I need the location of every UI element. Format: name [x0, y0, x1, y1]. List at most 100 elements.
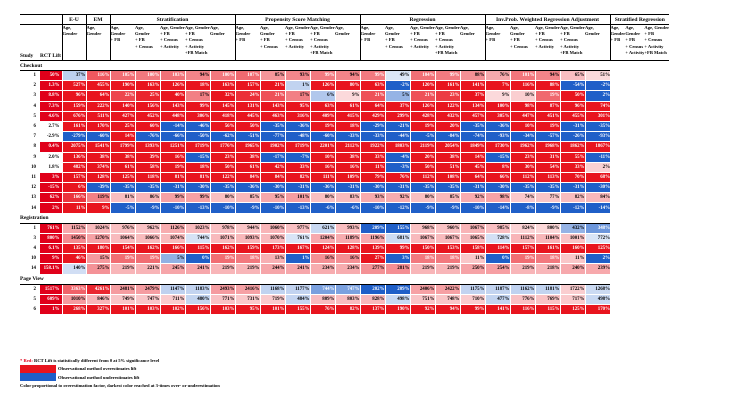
estimate-cell: 122%	[434, 101, 460, 112]
estimate-cell: 1803%	[384, 141, 410, 153]
column-header: Age, Gender + FB + Census + Activity +FB…	[185, 24, 210, 61]
column-header: Age, Gender + FB	[109, 24, 135, 61]
estimate-cell: 18%	[534, 253, 560, 265]
estimate-cell: 234%	[309, 263, 335, 275]
estimate-cell: 846%	[85, 294, 110, 305]
estimate-cell: 241%	[284, 263, 310, 275]
estimate-cell: 14%	[459, 152, 485, 163]
table-row: 12 -15% 6% -39% -35% -35% -31% -30% -35% -36% -30%…	[20, 182, 669, 194]
estimate-cell: 104%	[409, 70, 435, 82]
estimate-cell: 141%	[459, 80, 485, 92]
estimate-cell: 1541%	[85, 141, 110, 153]
estimate-cell: -30%	[259, 182, 285, 194]
estimate-cell: 457%	[459, 111, 485, 122]
significance-note: * Red: RCT Lift is statistically differe…	[20, 356, 220, 365]
estimate-cell: 167%	[284, 243, 310, 255]
rct-lift-cell: 2%	[40, 202, 62, 214]
estimate-cell: 51%	[434, 162, 460, 173]
estimate-cell: 80%	[409, 192, 435, 204]
estimate-cell: 19%	[134, 253, 160, 265]
estimate-cell: 1722%	[559, 284, 585, 295]
estimate-cell: 79%	[359, 172, 385, 184]
column-header: Age, Gender + FB + Census + Activity	[625, 24, 645, 61]
estimate-cell: -12%	[559, 202, 585, 214]
estimate-cell: 2493%	[209, 284, 235, 295]
column-header: Age, Gender	[61, 24, 86, 61]
estimate-cell: 118%	[134, 172, 160, 184]
study-id: 13	[20, 192, 40, 203]
study-id: 6	[20, 121, 40, 132]
estimate-cell: 113%	[534, 172, 560, 184]
rct-lift-cell: -2.9%	[40, 131, 62, 143]
estimate-cell: -36%	[484, 121, 510, 133]
estimate-cell: 1922%	[359, 141, 385, 153]
estimate-cell: 19%	[209, 253, 235, 265]
column-header: Age, Gender + FB + Census + Activity	[285, 24, 310, 61]
estimate-cell: 219%	[409, 263, 435, 275]
estimate-cell: 747%	[134, 294, 160, 305]
estimate-cell: 33%	[559, 162, 585, 173]
estimate-cell: 2422%	[434, 284, 460, 295]
estimate-cell: -76%	[134, 131, 160, 143]
estimate-cell: 96%	[559, 101, 585, 112]
column-header: Age, Gender + FB	[609, 24, 626, 61]
estimate-cell: 761%	[284, 233, 310, 245]
overestimate-swatch	[20, 364, 56, 373]
estimate-cell: 64%	[85, 90, 110, 102]
estimate-cell: -2%	[384, 80, 410, 92]
estimate-cell: 81%	[109, 192, 135, 204]
estimate-cell: 432%	[434, 111, 460, 122]
estimate-cell: 76%	[309, 304, 335, 316]
estimate-cell: 126%	[159, 80, 185, 92]
lift-estimates-table: E-U EM Stratification Propensity Score Matc…	[20, 14, 670, 316]
estimate-cell: 173%	[259, 243, 285, 255]
estimate-cell: 31%	[534, 152, 560, 163]
estimate-cell: -14%	[584, 202, 610, 214]
estimate-cell: -46%	[184, 121, 210, 133]
estimate-cell: 1730%	[484, 141, 510, 153]
estimate-cell: 49%	[384, 70, 410, 82]
estimate-cell: 39%	[134, 152, 160, 163]
estimate-cell: 18%	[184, 162, 210, 173]
estimate-cell: 112%	[509, 172, 535, 184]
estimate-cell: 219%	[209, 263, 235, 275]
estimate-cell: 1065%	[459, 233, 485, 245]
estimate-cell: -35%	[259, 121, 285, 133]
estimate-cell: 96%	[61, 90, 86, 102]
estimate-cell: 681%	[384, 233, 410, 245]
estimate-cell: 316%	[284, 111, 310, 122]
estimate-cell: 463%	[259, 111, 285, 122]
estimate-cell: 744%	[309, 284, 335, 295]
table-row: 11 3% 157% 128% 125% 118% 81% 81% 122% 84% 84% 82% 1…	[20, 172, 669, 184]
estimate-cell: 180%	[85, 243, 110, 255]
estimate-cell: 1268%	[584, 284, 610, 295]
estimate-cell: 163%	[209, 80, 235, 92]
estimate-cell: 27%	[359, 253, 385, 265]
column-header: Age, Gender + FB + Census + Activity	[410, 24, 435, 61]
estimate-cell: -74%	[459, 131, 485, 143]
estimate-cell: 94%	[334, 70, 360, 82]
estimate-cell: 116%	[509, 304, 535, 316]
estimate-cell: 5%	[384, 90, 410, 102]
estimate-cell: 161%	[534, 243, 560, 255]
estimate-cell: 64%	[359, 101, 385, 112]
estimate-cell: -30%	[184, 182, 210, 194]
estimate-cell: 32%	[209, 90, 235, 102]
estimate-cell: 428%	[409, 111, 435, 122]
estimate-cell: 10%	[509, 90, 535, 102]
estimate-cell: 409%	[309, 111, 335, 122]
rct-lift-cell: 9%	[40, 253, 62, 265]
estimate-cell: 4261%	[85, 284, 110, 295]
table-row: 5 609% 1010% 846% 749% 747% 711% 480% 771% 731% 71…	[20, 294, 669, 305]
estimate-cell: 771%	[209, 294, 235, 305]
estimate-cell: 0%	[184, 253, 210, 265]
estimate-cell: 1%	[284, 80, 310, 92]
underestimate-label: Observational method underestimates lift	[58, 374, 140, 380]
estimate-cell: 268%	[61, 304, 86, 316]
estimate-cell: 101%	[509, 70, 535, 82]
estimate-cell: 749%	[109, 294, 135, 305]
estimate-cell: 18%	[434, 253, 460, 265]
section-header: Page View	[20, 274, 669, 285]
estimate-cell: -15%	[484, 152, 510, 163]
study-header: Study	[20, 24, 40, 61]
